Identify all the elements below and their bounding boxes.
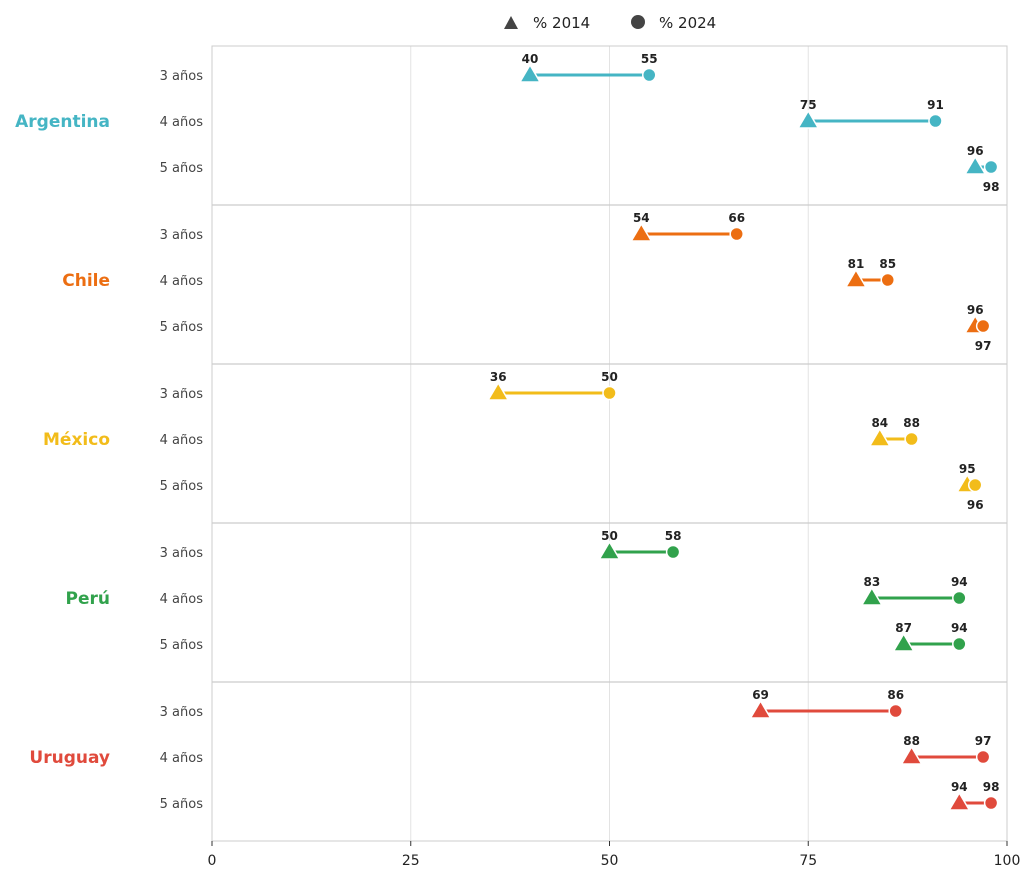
value-label-2014: 83 [863, 575, 880, 589]
value-label-2024: 66 [728, 211, 745, 225]
x-tick-label: 100 [994, 853, 1021, 869]
marker-2014 [900, 745, 923, 765]
x-tick-label: 0 [208, 853, 217, 869]
marker-2024 [975, 318, 991, 334]
country-label-2: México [43, 430, 110, 450]
marker-2024 [880, 272, 895, 288]
marker-2024 [904, 431, 919, 447]
value-label-2024: 91 [927, 98, 944, 112]
marker-2024 [888, 703, 903, 719]
marker-2014 [860, 586, 884, 606]
value-label-2014: 75 [800, 98, 817, 112]
marker-2014 [486, 381, 510, 401]
marker-2024 [952, 590, 967, 606]
plot-area: 0 25 50 75 100 Argentina 3 años 40 55 4 años 75 91 5… [15, 45, 1021, 869]
age-label: 5 años [160, 320, 204, 335]
legend-label-2024: % 2024 [659, 14, 716, 32]
value-label-2024: 94 [951, 621, 968, 635]
value-label-2014: 94 [951, 780, 968, 794]
marker-2024 [983, 795, 999, 811]
value-label-2014: 69 [752, 688, 769, 702]
legend-label-2014: % 2014 [533, 14, 590, 32]
value-label-2024: 88 [903, 416, 920, 430]
marker-2014 [518, 63, 542, 83]
value-label-2024: 97 [975, 339, 992, 353]
value-label-2014: 54 [633, 211, 650, 225]
age-label: 4 años [160, 751, 204, 766]
value-label-2024: 50 [601, 370, 618, 384]
marker-2024 [975, 749, 991, 765]
age-label: 4 años [160, 592, 204, 607]
marker-2014 [868, 427, 892, 447]
age-label: 3 años [160, 69, 204, 84]
age-label: 5 años [160, 479, 204, 494]
marker-2014 [629, 222, 653, 242]
value-label-2014: 84 [871, 416, 888, 430]
x-tick-label: 25 [402, 853, 420, 869]
age-label: 4 años [160, 433, 204, 448]
value-label-2024: 85 [879, 257, 896, 271]
value-label-2014: 50 [601, 529, 618, 543]
value-label-2024: 55 [641, 52, 658, 66]
value-label-2024: 98 [983, 180, 1000, 194]
value-label-2024: 58 [665, 529, 682, 543]
age-label: 3 años [160, 705, 204, 720]
legend-triangle-icon [504, 16, 518, 29]
value-label-2014: 81 [848, 257, 865, 271]
age-label: 3 años [160, 546, 204, 561]
value-label-2024: 96 [967, 498, 984, 512]
legend: % 2014 % 2024 [504, 14, 716, 32]
value-label-2024: 98 [983, 780, 1000, 794]
marker-2024 [642, 67, 657, 83]
marker-2014 [796, 109, 820, 129]
age-label: 5 años [160, 161, 204, 176]
value-label-2014: 87 [895, 621, 912, 635]
age-label: 4 años [160, 274, 204, 289]
marker-2024 [602, 385, 617, 401]
marker-2024 [729, 226, 744, 242]
country-label-1: Chile [62, 271, 110, 291]
age-label: 5 años [160, 797, 204, 812]
age-label: 3 años [160, 228, 204, 243]
marker-2024 [967, 477, 983, 493]
x-tick-label: 50 [601, 853, 619, 869]
value-label-2014: 40 [522, 52, 539, 66]
value-label-2024: 86 [887, 688, 904, 702]
value-label-2014: 95 [959, 462, 976, 476]
age-label: 3 años [160, 387, 204, 402]
legend-circle-icon [631, 15, 645, 29]
marker-2024 [952, 636, 967, 652]
marker-2014 [844, 268, 868, 288]
value-label-2014: 88 [903, 734, 920, 748]
marker-2014 [749, 699, 772, 719]
value-label-2024: 97 [975, 734, 992, 748]
marker-2024 [928, 113, 943, 129]
country-label-3: Perú [66, 589, 110, 609]
country-label-4: Uruguay [29, 748, 110, 768]
marker-2014 [598, 540, 621, 560]
age-label: 5 años [160, 638, 204, 653]
marker-2024 [983, 159, 999, 175]
value-label-2024: 94 [951, 575, 968, 589]
value-label-2014: 36 [490, 370, 507, 384]
value-label-2014: 96 [967, 303, 984, 317]
marker-2014 [947, 791, 971, 811]
marker-2014 [892, 632, 915, 652]
x-tick-label: 75 [799, 853, 817, 869]
marker-2024 [665, 544, 681, 560]
country-label-0: Argentina [15, 112, 110, 132]
value-label-2014: 96 [967, 144, 984, 158]
age-label: 4 años [160, 115, 204, 130]
marker-2014 [963, 155, 987, 175]
